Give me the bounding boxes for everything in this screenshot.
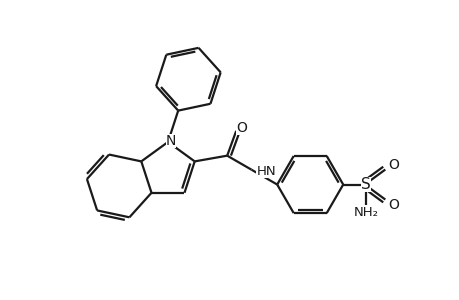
Text: O: O <box>387 197 398 212</box>
Text: O: O <box>387 158 398 172</box>
Text: S: S <box>361 177 370 192</box>
Text: HN: HN <box>256 165 275 178</box>
Text: N: N <box>165 134 176 148</box>
Text: NH₂: NH₂ <box>353 206 378 219</box>
Text: O: O <box>235 121 246 135</box>
